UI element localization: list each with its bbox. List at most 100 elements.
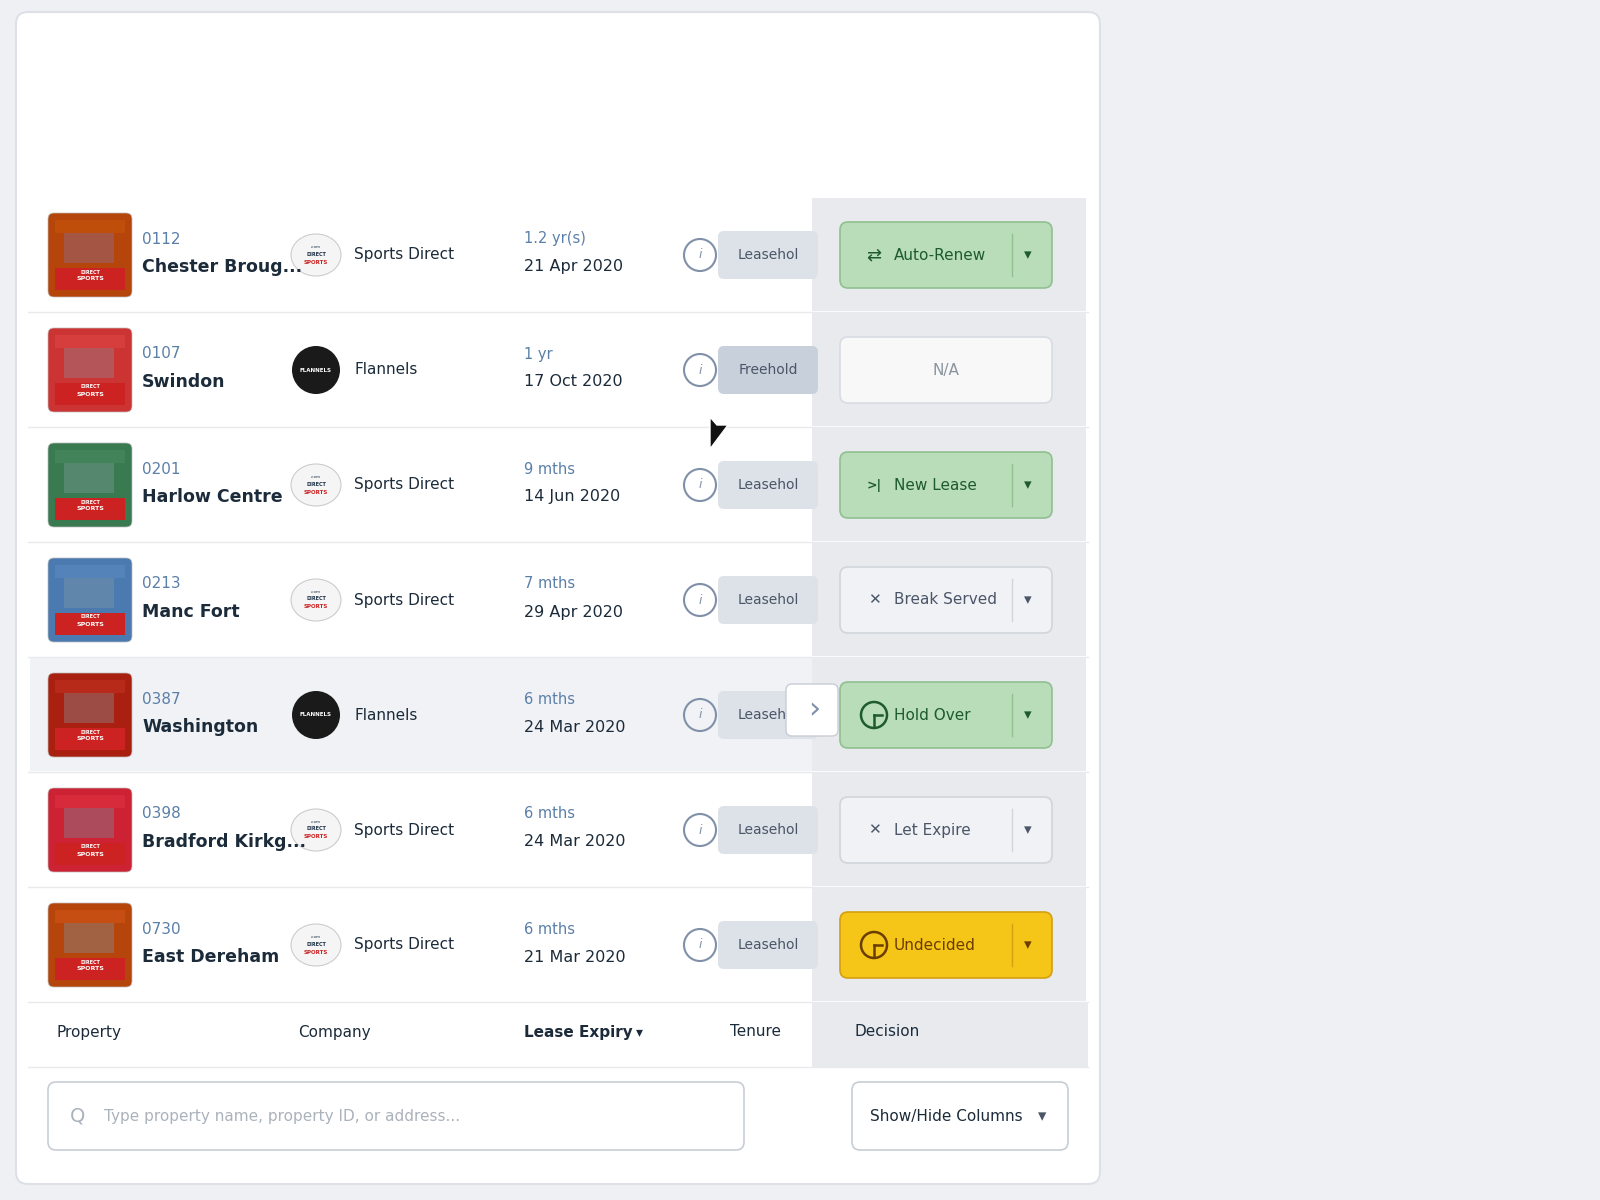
Text: Flannels: Flannels <box>354 708 418 722</box>
Text: i: i <box>698 248 702 262</box>
FancyBboxPatch shape <box>718 691 818 739</box>
Bar <box>54 910 125 923</box>
FancyBboxPatch shape <box>718 806 818 854</box>
Text: SPORTS: SPORTS <box>77 852 104 857</box>
Text: Flannels: Flannels <box>354 362 418 378</box>
FancyBboxPatch shape <box>851 1082 1069 1150</box>
Text: DIRECT: DIRECT <box>306 596 326 601</box>
Text: DIRECT: DIRECT <box>306 942 326 947</box>
Text: 0107: 0107 <box>142 347 181 361</box>
Bar <box>64 692 114 722</box>
Text: ▾: ▾ <box>1038 1106 1046 1126</box>
Text: East Dereham: East Dereham <box>142 948 280 966</box>
Text: Decision: Decision <box>854 1025 920 1039</box>
Text: Chester Broug...: Chester Broug... <box>142 258 302 276</box>
Text: 1 yr: 1 yr <box>525 347 552 361</box>
Text: 17 Oct 2020: 17 Oct 2020 <box>525 374 622 390</box>
Text: ▾: ▾ <box>1024 822 1032 838</box>
FancyBboxPatch shape <box>48 1082 744 1150</box>
Bar <box>64 923 114 953</box>
Text: 6 mths: 6 mths <box>525 691 574 707</box>
Bar <box>64 463 114 493</box>
Bar <box>54 335 125 348</box>
Text: SPORTS: SPORTS <box>304 259 328 264</box>
Bar <box>64 923 114 953</box>
FancyBboxPatch shape <box>840 912 1053 978</box>
Text: SPORTS: SPORTS <box>77 506 104 511</box>
Text: SPORTS: SPORTS <box>304 949 328 954</box>
Bar <box>54 383 125 404</box>
Text: Leasehol: Leasehol <box>738 938 798 952</box>
Bar <box>54 565 125 578</box>
Bar <box>54 842 125 865</box>
Bar <box>813 198 1086 311</box>
Text: Leasehol: Leasehol <box>738 593 798 607</box>
Text: 0387: 0387 <box>142 691 181 707</box>
Text: 7 mths: 7 mths <box>525 576 574 592</box>
Text: ▾: ▾ <box>637 1025 643 1039</box>
Text: ✕: ✕ <box>867 593 880 607</box>
Text: 1.2 yr(s): 1.2 yr(s) <box>525 232 586 246</box>
Bar <box>30 658 1086 770</box>
Text: FLANNELS: FLANNELS <box>301 713 333 718</box>
Text: .com: .com <box>310 935 322 938</box>
Text: Show/Hide Columns: Show/Hide Columns <box>870 1109 1022 1123</box>
Text: Sports Direct: Sports Direct <box>354 478 454 492</box>
Text: Harlow Centre: Harlow Centre <box>142 488 283 506</box>
FancyBboxPatch shape <box>48 673 131 757</box>
Bar <box>64 578 114 608</box>
Text: Lease Expiry: Lease Expiry <box>525 1025 632 1039</box>
Text: DIRECT: DIRECT <box>80 270 99 275</box>
Text: ✕: ✕ <box>867 822 880 838</box>
Bar <box>64 348 114 378</box>
Text: N/A: N/A <box>933 362 960 378</box>
Bar <box>813 428 1086 541</box>
Text: ▾: ▾ <box>1024 593 1032 607</box>
FancyBboxPatch shape <box>48 443 131 527</box>
Text: 21 Apr 2020: 21 Apr 2020 <box>525 259 622 275</box>
Text: 24 Mar 2020: 24 Mar 2020 <box>525 720 626 734</box>
Bar <box>64 808 114 838</box>
FancyBboxPatch shape <box>840 337 1053 403</box>
Bar <box>54 794 125 808</box>
Text: Company: Company <box>298 1025 371 1039</box>
Text: 0112: 0112 <box>142 232 181 246</box>
Bar <box>54 680 125 692</box>
Text: SPORTS: SPORTS <box>304 834 328 840</box>
FancyBboxPatch shape <box>840 566 1053 634</box>
Text: Property: Property <box>56 1025 122 1039</box>
Text: Undecided: Undecided <box>894 937 976 953</box>
Text: Swindon: Swindon <box>142 373 226 391</box>
FancyBboxPatch shape <box>48 214 131 296</box>
Bar <box>64 233 114 263</box>
Bar <box>813 313 1086 426</box>
Text: 24 Mar 2020: 24 Mar 2020 <box>525 834 626 850</box>
Text: 0213: 0213 <box>142 576 181 592</box>
Bar <box>813 773 1086 886</box>
Text: Q: Q <box>70 1106 86 1126</box>
Text: DIRECT: DIRECT <box>80 845 99 850</box>
Ellipse shape <box>291 809 341 851</box>
Circle shape <box>291 346 339 394</box>
Text: Leasehol: Leasehol <box>738 478 798 492</box>
Text: Auto-Renew: Auto-Renew <box>894 247 986 263</box>
Bar <box>54 498 125 520</box>
Bar <box>64 578 114 608</box>
FancyBboxPatch shape <box>48 788 131 872</box>
Text: 0398: 0398 <box>142 806 181 822</box>
Text: .com: .com <box>310 245 322 248</box>
Bar <box>64 692 114 722</box>
Text: 21 Mar 2020: 21 Mar 2020 <box>525 949 626 965</box>
Text: Sports Direct: Sports Direct <box>354 247 454 263</box>
Bar <box>64 233 114 263</box>
FancyBboxPatch shape <box>718 576 818 624</box>
Text: DIRECT: DIRECT <box>80 614 99 619</box>
Text: Leasehol: Leasehol <box>738 248 798 262</box>
Text: Hold Over: Hold Over <box>894 708 971 722</box>
Ellipse shape <box>291 924 341 966</box>
Text: Break Served: Break Served <box>894 593 997 607</box>
Text: .com: .com <box>310 475 322 479</box>
FancyBboxPatch shape <box>48 558 131 642</box>
Text: New Lease: New Lease <box>894 478 978 492</box>
Bar <box>54 268 125 290</box>
